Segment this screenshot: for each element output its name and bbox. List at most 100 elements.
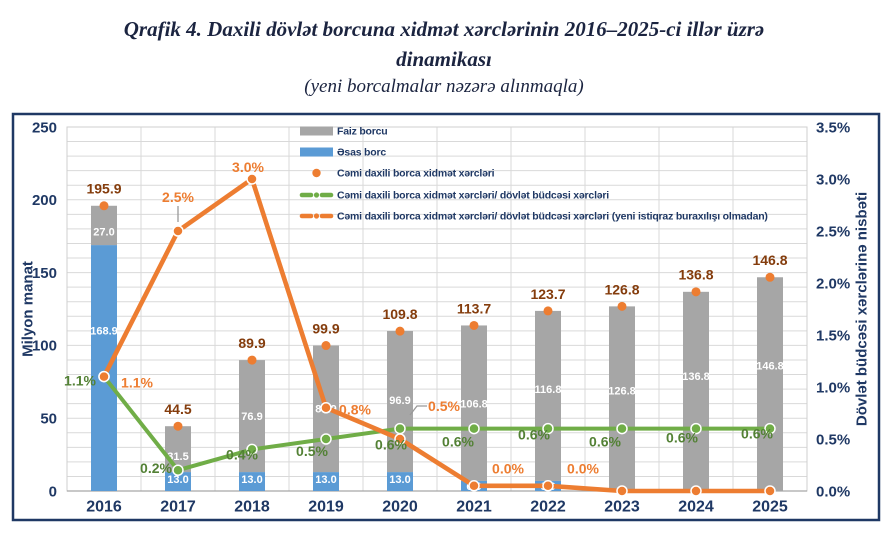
chart-frame	[11, 112, 881, 522]
chart-title-line-2: dinamikası	[396, 47, 492, 71]
x-category-label: 2018	[234, 499, 270, 516]
line-value-label: 0.6%	[442, 434, 474, 450]
total-label: 136.8	[678, 267, 713, 283]
legend-swatch-dot	[312, 168, 321, 178]
legend-swatch-bar	[300, 126, 333, 136]
bar-segment-base	[91, 245, 117, 491]
segment-label: 31.5	[167, 451, 188, 463]
line-value-label: 0.6%	[518, 427, 550, 443]
line-value-label: 0.6%	[589, 434, 621, 450]
total-point	[173, 421, 183, 431]
bar-segment-base	[239, 472, 265, 491]
line-marker	[468, 422, 480, 435]
segment-label: 27.0	[93, 227, 114, 239]
line-value-label: 0.0%	[567, 461, 599, 477]
total-label: 44.5	[164, 401, 191, 417]
right-tick-label: 3.5%	[816, 119, 850, 136]
line-marker	[246, 173, 258, 185]
line-marker	[394, 422, 406, 435]
left-tick-label: 250	[32, 119, 57, 136]
line-value-labels: 1.1% 2.5% 3.0% 0.8% 0.5% 0.0% 0.0%	[121, 159, 599, 477]
line-value-label: 0.4%	[226, 446, 258, 462]
segment-label: 13.0	[241, 474, 262, 486]
total-label: 113.7	[457, 300, 491, 316]
line-value-label: 0.6%	[375, 437, 407, 453]
line-value-label: 0.6%	[666, 430, 698, 446]
total-label: 123.7	[530, 286, 565, 302]
segment-label: 126.8	[608, 385, 636, 397]
bar-segment-base	[313, 472, 339, 491]
line-value-label: 0.5%	[428, 398, 460, 414]
right-tick-label: 1.0%	[816, 379, 850, 396]
total-label: 126.8	[604, 281, 639, 297]
chart-title-line-1: Qrafik 4. Daxili dövlət borcuna xidmət x…	[123, 17, 765, 41]
total-point	[469, 320, 479, 330]
line-marker	[320, 433, 332, 445]
segment-label: 116.8	[535, 384, 562, 396]
total-point	[247, 355, 257, 365]
bar-segment-interest	[683, 291, 709, 491]
legend: Faiz borcu Əsas borc Cəmi daxili borca xid…	[299, 126, 768, 223]
line-path	[102, 374, 772, 473]
bar-segment-interest	[91, 205, 117, 246]
x-category-label: 2021	[456, 499, 492, 516]
right-tick-label: 1.5%	[816, 327, 850, 344]
left-tick-label: 0	[49, 483, 57, 500]
segment-label: 168.9	[90, 326, 118, 338]
chart-title: Qrafik 4. Daxili dövlət borcuna xidmət x…	[0, 14, 888, 99]
total-label: 99.9	[312, 320, 339, 336]
line-marker	[320, 402, 332, 414]
x-category-label: 2016	[86, 499, 122, 516]
line-marker	[172, 225, 184, 237]
segment-label: 96.9	[389, 395, 410, 407]
total-point	[321, 341, 331, 351]
bar-segment-interest	[387, 330, 413, 473]
x-category-label: 2024	[678, 499, 714, 516]
segment-label: 13.0	[167, 474, 188, 486]
line-value-label: 1.1%	[121, 375, 153, 391]
line-value-label: 3.0%	[232, 159, 264, 175]
legend-label: Cəmi daxili borca xidmət xərcləri/ dövlə…	[337, 190, 609, 202]
total-point	[395, 326, 405, 336]
bar-segment-interest	[165, 426, 191, 473]
line-value-label: 0.8%	[339, 402, 371, 418]
line-path	[101, 176, 773, 494]
line-value-label: 0.5%	[296, 443, 328, 459]
total-point	[543, 306, 553, 316]
line-marker	[764, 485, 776, 497]
bar-segment-interest	[535, 310, 561, 481]
x-category-label: 2019	[308, 499, 344, 516]
total-point	[99, 201, 109, 211]
line-marker	[690, 485, 702, 497]
legend-swatch-dot	[313, 213, 320, 219]
line-marker	[98, 370, 110, 383]
total-points: 195.9 44.5 89.9 99.9 109.8 113.7 123.7 126.8 136…	[86, 181, 788, 431]
right-axis-title: Dövlət büdcəsi xərclərinə nisbəti	[853, 192, 870, 426]
total-label: 109.8	[382, 306, 417, 322]
bar-segment-interest	[757, 277, 783, 491]
line-marker	[542, 480, 554, 492]
ratio-line-orange	[98, 173, 776, 497]
legend-swatch-dot	[313, 192, 320, 198]
x-category-label: 2017	[160, 499, 196, 516]
left-tick-label: 50	[40, 410, 57, 427]
legend-swatch-bar	[300, 147, 333, 157]
segment-label: 146.8	[756, 361, 784, 373]
line-marker	[616, 422, 628, 435]
segment-label: 13.0	[315, 474, 336, 486]
line-value-labels: 1.1% 0.2% 0.4% 0.5% 0.6% 0.6% 0.6% 0.6% 0.6% 0.6%	[64, 373, 773, 477]
left-axis-title: Milyon manat	[19, 261, 36, 357]
chart-subtitle: (yeni borcalmalar nəzərə alınmaqla)	[304, 76, 584, 97]
line-marker	[468, 480, 480, 492]
line-marker	[246, 443, 258, 456]
x-category-label: 2022	[530, 499, 566, 516]
left-tick-label: 200	[32, 192, 57, 209]
left-tick-label: 100	[32, 338, 57, 355]
line-value-label: 1.1%	[64, 373, 96, 389]
line-marker	[394, 433, 406, 445]
segment-label: 106.8	[460, 398, 488, 410]
ratio-line-green	[98, 370, 776, 476]
segment-label: 76.9	[241, 411, 262, 423]
